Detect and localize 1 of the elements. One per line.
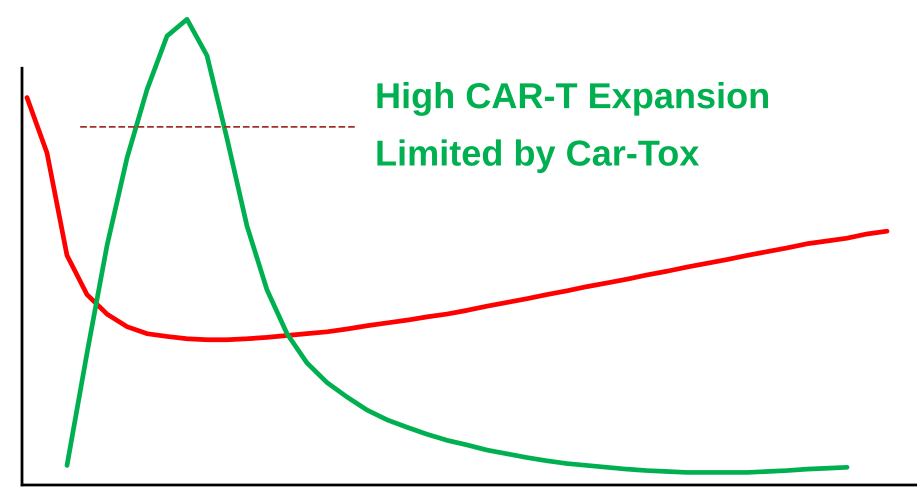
annotation: High CAR-T Expansion Limited by Car-Tox	[377, 82, 768, 174]
